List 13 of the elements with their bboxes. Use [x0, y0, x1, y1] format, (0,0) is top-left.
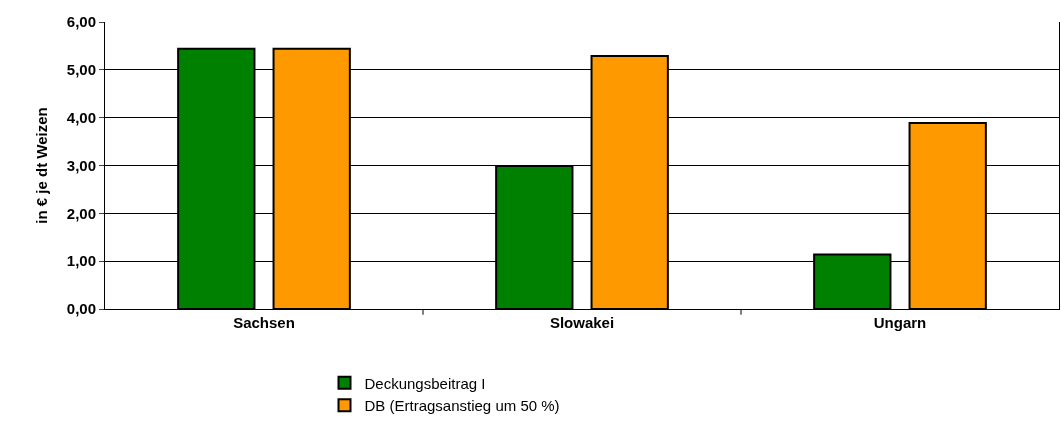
y-tick-label: 6,00	[66, 13, 96, 31]
y-tick-label: 1,00	[66, 252, 96, 270]
y-tick-label: 4,00	[66, 108, 96, 126]
legend-label: DB (Ertragsanstieg um 50 %)	[364, 397, 560, 414]
x-tick-label: Ungarn	[873, 314, 927, 331]
y-axis-title: in € je dt Weizen	[33, 107, 51, 224]
y-tick-label: 5,00	[66, 61, 96, 79]
legend-label: Deckungsbeitrag I	[364, 374, 486, 392]
y-tick-label: 2,00	[66, 204, 96, 222]
x-tick-label: Sachsen	[233, 314, 295, 331]
y-tick-label: 3,00	[66, 156, 96, 174]
x-tick-label: Slowakei	[549, 314, 615, 331]
y-tick-label: 0,00	[66, 300, 96, 318]
